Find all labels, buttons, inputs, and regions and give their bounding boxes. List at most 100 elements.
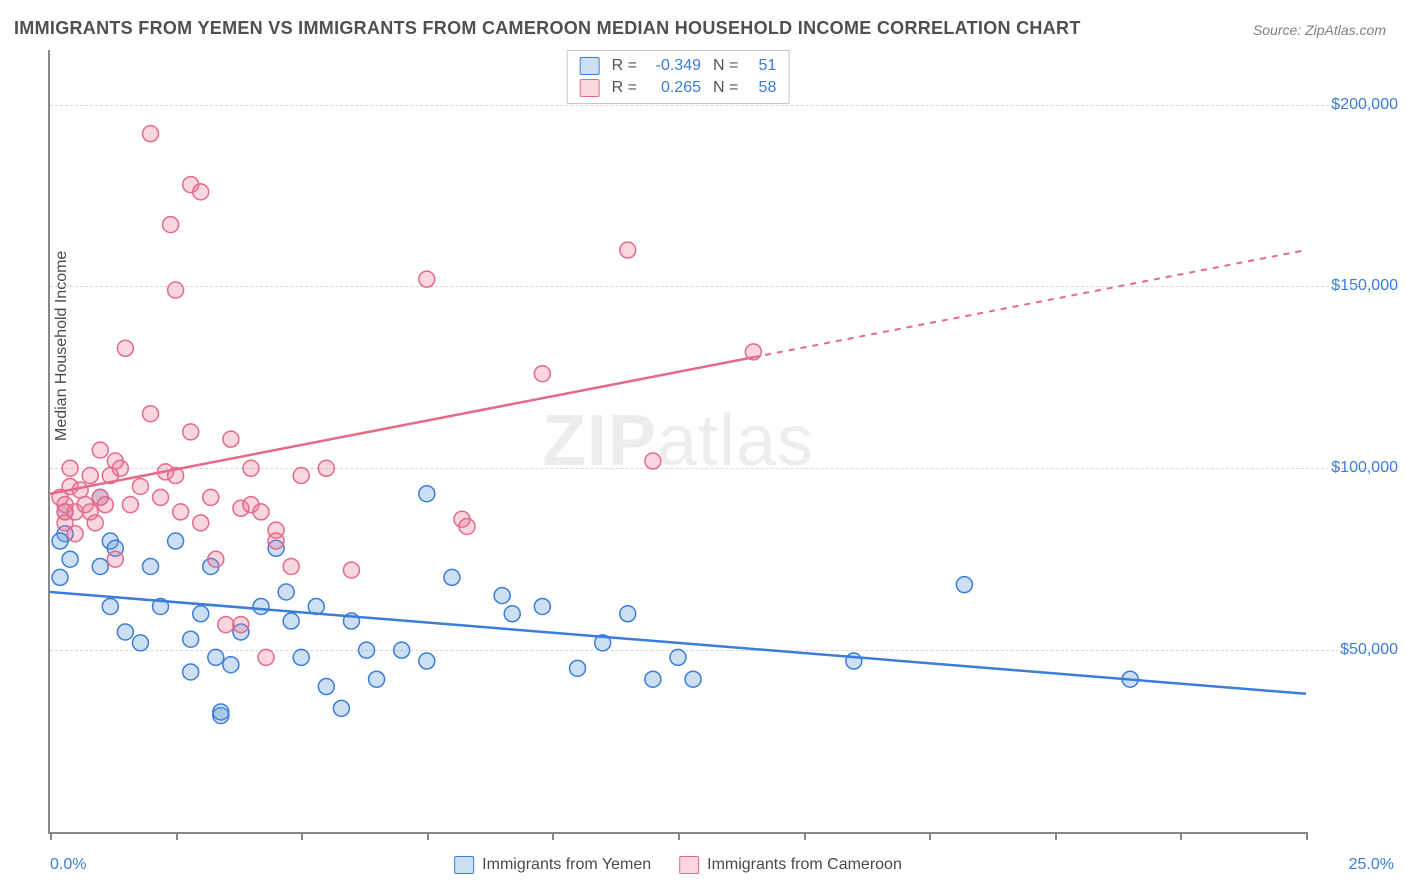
- data-point-yemen: [394, 642, 410, 658]
- data-point-yemen: [534, 598, 550, 614]
- data-point-yemen: [444, 569, 460, 585]
- data-point-cameroon: [645, 453, 661, 469]
- data-point-yemen: [62, 551, 78, 567]
- data-point-cameroon: [87, 515, 103, 531]
- swatch-yemen: [454, 856, 474, 874]
- data-point-cameroon: [223, 431, 239, 447]
- trendline-cameroon: [50, 357, 753, 493]
- data-point-yemen: [92, 558, 108, 574]
- data-point-yemen: [620, 606, 636, 622]
- data-point-yemen: [494, 588, 510, 604]
- legend-label-cameroon: Immigrants from Cameroon: [707, 856, 902, 874]
- data-point-yemen: [193, 606, 209, 622]
- x-tick: [804, 832, 806, 840]
- data-point-yemen: [223, 657, 239, 673]
- data-point-cameroon: [218, 617, 234, 633]
- r-label: R =: [612, 57, 637, 75]
- chart-title: IMMIGRANTS FROM YEMEN VS IMMIGRANTS FROM…: [14, 18, 1081, 39]
- data-point-yemen: [293, 649, 309, 665]
- stats-legend-row-yemen: R = -0.349 N = 51: [570, 55, 787, 77]
- x-tick: [427, 832, 429, 840]
- data-point-yemen: [504, 606, 520, 622]
- data-point-cameroon: [459, 518, 475, 534]
- data-point-cameroon: [67, 526, 83, 542]
- source-attribution: Source: ZipAtlas.com: [1253, 22, 1386, 38]
- data-point-yemen: [359, 642, 375, 658]
- data-point-cameroon: [258, 649, 274, 665]
- data-point-cameroon: [112, 460, 128, 476]
- x-tick: [1055, 832, 1057, 840]
- data-point-cameroon: [419, 271, 435, 287]
- data-point-yemen: [183, 631, 199, 647]
- data-point-yemen: [278, 584, 294, 600]
- r-value-cameroon: 0.265: [645, 79, 701, 97]
- data-point-cameroon: [132, 478, 148, 494]
- data-point-cameroon: [97, 497, 113, 513]
- n-label: N =: [713, 79, 738, 97]
- data-point-cameroon: [82, 468, 98, 484]
- r-label: R =: [612, 79, 637, 97]
- stats-legend: R = -0.349 N = 51 R = 0.265 N = 58: [567, 50, 790, 104]
- x-tick: [1180, 832, 1182, 840]
- x-tick: [552, 832, 554, 840]
- data-point-yemen: [208, 649, 224, 665]
- data-point-cameroon: [243, 460, 259, 476]
- data-point-cameroon: [253, 504, 269, 520]
- y-tick-label: $50,000: [1340, 641, 1398, 659]
- data-point-yemen: [183, 664, 199, 680]
- data-point-yemen: [168, 533, 184, 549]
- x-tick: [1306, 832, 1308, 840]
- data-point-yemen: [956, 577, 972, 593]
- trendline-yemen: [50, 592, 1306, 694]
- data-point-cameroon: [318, 460, 334, 476]
- legend-item-yemen: Immigrants from Yemen: [454, 856, 651, 874]
- n-value-cameroon: 58: [746, 79, 776, 97]
- swatch-cameroon: [679, 856, 699, 874]
- data-point-yemen: [142, 558, 158, 574]
- swatch-yemen: [580, 57, 600, 75]
- data-point-cameroon: [117, 340, 133, 356]
- data-point-cameroon: [183, 424, 199, 440]
- x-axis-start-label: 0.0%: [50, 856, 86, 874]
- data-point-cameroon: [122, 497, 138, 513]
- series-legend: Immigrants from Yemen Immigrants from Cam…: [454, 856, 902, 874]
- n-value-yemen: 51: [746, 57, 776, 75]
- scatter-plot-svg: [50, 50, 1306, 832]
- data-point-cameroon: [268, 533, 284, 549]
- data-point-cameroon: [620, 242, 636, 258]
- data-point-cameroon: [193, 515, 209, 531]
- y-tick-label: $200,000: [1331, 96, 1398, 114]
- data-point-cameroon: [168, 282, 184, 298]
- chart-container: IMMIGRANTS FROM YEMEN VS IMMIGRANTS FROM…: [0, 0, 1406, 892]
- y-tick-label: $150,000: [1331, 277, 1398, 295]
- x-tick: [929, 832, 931, 840]
- data-point-cameroon: [163, 217, 179, 233]
- x-axis-end-label: 25.0%: [1349, 856, 1394, 874]
- stats-legend-row-cameroon: R = 0.265 N = 58: [570, 77, 787, 99]
- data-point-yemen: [318, 679, 334, 695]
- plot-area: ZIPatlas Median Household Income R =-0.3…: [48, 50, 1306, 834]
- data-point-yemen: [369, 671, 385, 687]
- data-point-cameroon: [142, 126, 158, 142]
- trendline-dashed-cameroon: [753, 250, 1306, 357]
- r-value-yemen: -0.349: [645, 57, 701, 75]
- data-point-yemen: [283, 613, 299, 629]
- data-point-yemen: [670, 649, 686, 665]
- data-point-cameroon: [107, 551, 123, 567]
- x-tick: [50, 832, 52, 840]
- y-tick-label: $100,000: [1331, 459, 1398, 477]
- data-point-cameroon: [293, 468, 309, 484]
- n-label: N =: [713, 57, 738, 75]
- data-point-yemen: [132, 635, 148, 651]
- legend-item-cameroon: Immigrants from Cameroon: [679, 856, 902, 874]
- data-point-yemen: [419, 653, 435, 669]
- swatch-cameroon: [580, 79, 600, 97]
- data-point-cameroon: [534, 366, 550, 382]
- data-point-cameroon: [343, 562, 359, 578]
- data-point-cameroon: [233, 617, 249, 633]
- data-point-cameroon: [193, 184, 209, 200]
- x-tick: [678, 832, 680, 840]
- data-point-yemen: [117, 624, 133, 640]
- data-point-yemen: [52, 569, 68, 585]
- x-tick: [176, 832, 178, 840]
